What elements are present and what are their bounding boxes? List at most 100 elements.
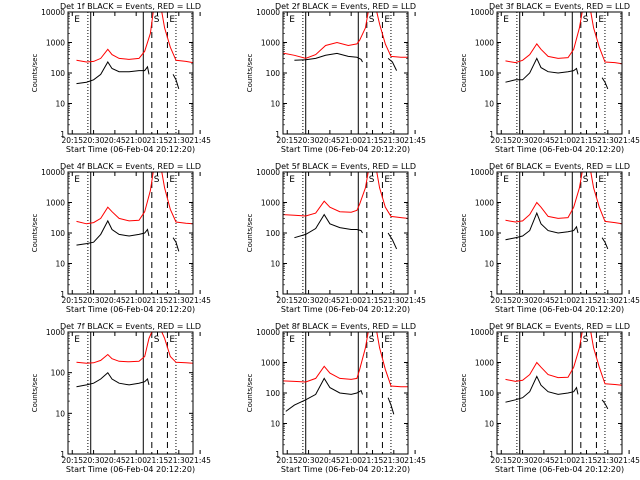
x-tick-label: 21:45	[618, 136, 640, 145]
x-axis-label: Start Time (06-Feb-04 20:12:20)	[281, 145, 410, 154]
y-axis-label: Counts/sec	[460, 214, 468, 253]
interval-marker-label: E	[503, 175, 509, 185]
x-axis-label: Start Time (06-Feb-04 20:12:20)	[495, 145, 624, 154]
x-tick-label: 20:30	[512, 296, 534, 305]
x-tick-label: 20:15	[490, 136, 512, 145]
panel-title: Det 3f BLACK = Events, RED = LLD	[489, 2, 630, 11]
y-tick-label: 10000	[256, 328, 280, 337]
interval-marker-label: E	[169, 15, 175, 25]
x-tick-label: 21:45	[404, 296, 426, 305]
y-tick-label: 100	[480, 389, 495, 398]
x-tick-label: 20:45	[533, 456, 555, 465]
x-tick-label: 21:30	[168, 456, 190, 465]
interval-marker-label: E	[289, 15, 295, 25]
x-tick-label: 21:45	[189, 296, 211, 305]
x-tick-label: 21:00	[554, 456, 576, 465]
x-tick-label: 21:00	[340, 136, 362, 145]
x-tick-label: 20:30	[298, 136, 320, 145]
x-tick-label: 20:45	[533, 136, 555, 145]
y-tick-label: 10	[484, 260, 494, 269]
interval-marker-label: E	[598, 15, 604, 25]
y-tick-label: 10	[270, 260, 280, 269]
events-series-line	[387, 232, 398, 250]
y-axis-label: Counts/sec	[31, 54, 39, 93]
panel-title: Det 1f BLACK = Events, RED = LLD	[60, 2, 201, 11]
events-series-line	[76, 371, 150, 388]
events-series-line	[387, 397, 395, 415]
interval-marker-label: S	[154, 15, 160, 25]
lld-series-line	[505, 172, 622, 225]
y-tick-label: 1	[275, 450, 280, 459]
y-tick-label: 1000	[46, 199, 65, 208]
events-series-line	[76, 61, 150, 85]
y-axis-label: Counts/sec	[246, 54, 254, 93]
y-tick-label: 1	[275, 290, 280, 299]
y-tick-label: 10000	[256, 8, 280, 17]
y-tick-label: 10	[270, 420, 280, 429]
x-tick-label: 21:30	[383, 136, 405, 145]
interval-marker-label: E	[74, 15, 80, 25]
interval-marker-label: E	[598, 335, 604, 345]
y-tick-label: 100	[51, 229, 66, 238]
x-axis-label: Start Time (06-Feb-04 20:12:20)	[495, 305, 624, 314]
panel-title: Det 7f BLACK = Events, RED = LLD	[60, 322, 201, 331]
x-axis-label: Start Time (06-Feb-04 20:12:20)	[281, 465, 410, 474]
x-tick-label: 21:15	[147, 136, 169, 145]
x-tick-label: 20:15	[61, 296, 83, 305]
panel-title: Det 6f BLACK = Events, RED = LLD	[489, 162, 630, 171]
x-tick-label: 21:15	[576, 456, 598, 465]
interval-marker-label: S	[583, 335, 589, 345]
panel-data	[283, 12, 408, 71]
y-tick-label: 1	[275, 130, 280, 139]
events-series-line	[294, 52, 363, 63]
y-tick-label: 100	[266, 229, 281, 238]
y-axis-label: Counts/sec	[246, 214, 254, 253]
y-tick-label: 10	[484, 420, 494, 429]
interval-marker-label: E	[503, 335, 509, 345]
interval-marker-label: E	[384, 335, 390, 345]
x-tick-label: 21:00	[554, 296, 576, 305]
plot-frame	[282, 171, 409, 295]
x-tick-label: 21:30	[168, 136, 190, 145]
plot-frame	[282, 11, 409, 135]
events-series-line	[76, 219, 150, 246]
panel-title: Det 5f BLACK = Events, RED = LLD	[275, 162, 416, 171]
interval-marker-label: E	[289, 335, 295, 345]
events-series-line	[285, 377, 363, 412]
panel-data	[505, 12, 622, 90]
y-tick-label: 1	[489, 130, 494, 139]
panel-data	[76, 172, 193, 252]
events-series-line	[505, 375, 579, 403]
lld-series-line	[283, 12, 408, 59]
y-tick-label: 100	[51, 69, 66, 78]
y-tick-label: 100	[480, 229, 495, 238]
y-tick-label: 1	[60, 130, 65, 139]
interval-marker-label: S	[369, 335, 375, 345]
interval-marker-label: E	[169, 335, 175, 345]
panel-title: Det 9f BLACK = Events, RED = LLD	[489, 322, 630, 331]
x-tick-label: 21:00	[125, 136, 147, 145]
y-tick-label: 1000	[475, 199, 494, 208]
y-tick-label: 10000	[41, 168, 65, 177]
y-tick-label: 1000	[261, 199, 280, 208]
y-axis-label: Counts/sec	[31, 374, 39, 413]
x-tick-label: 21:00	[554, 136, 576, 145]
y-axis-label: Counts/sec	[460, 374, 468, 413]
x-tick-label: 21:45	[618, 296, 640, 305]
panel-data	[505, 172, 622, 250]
panel-title: Det 8f BLACK = Events, RED = LLD	[275, 322, 416, 331]
interval-marker-label: S	[154, 175, 160, 185]
y-tick-label: 1000	[475, 359, 494, 368]
x-tick-label: 21:15	[362, 456, 384, 465]
y-tick-label: 10	[55, 100, 65, 109]
x-tick-label: 21:45	[189, 136, 211, 145]
x-tick-label: 20:15	[61, 136, 83, 145]
y-tick-label: 10	[484, 100, 494, 109]
